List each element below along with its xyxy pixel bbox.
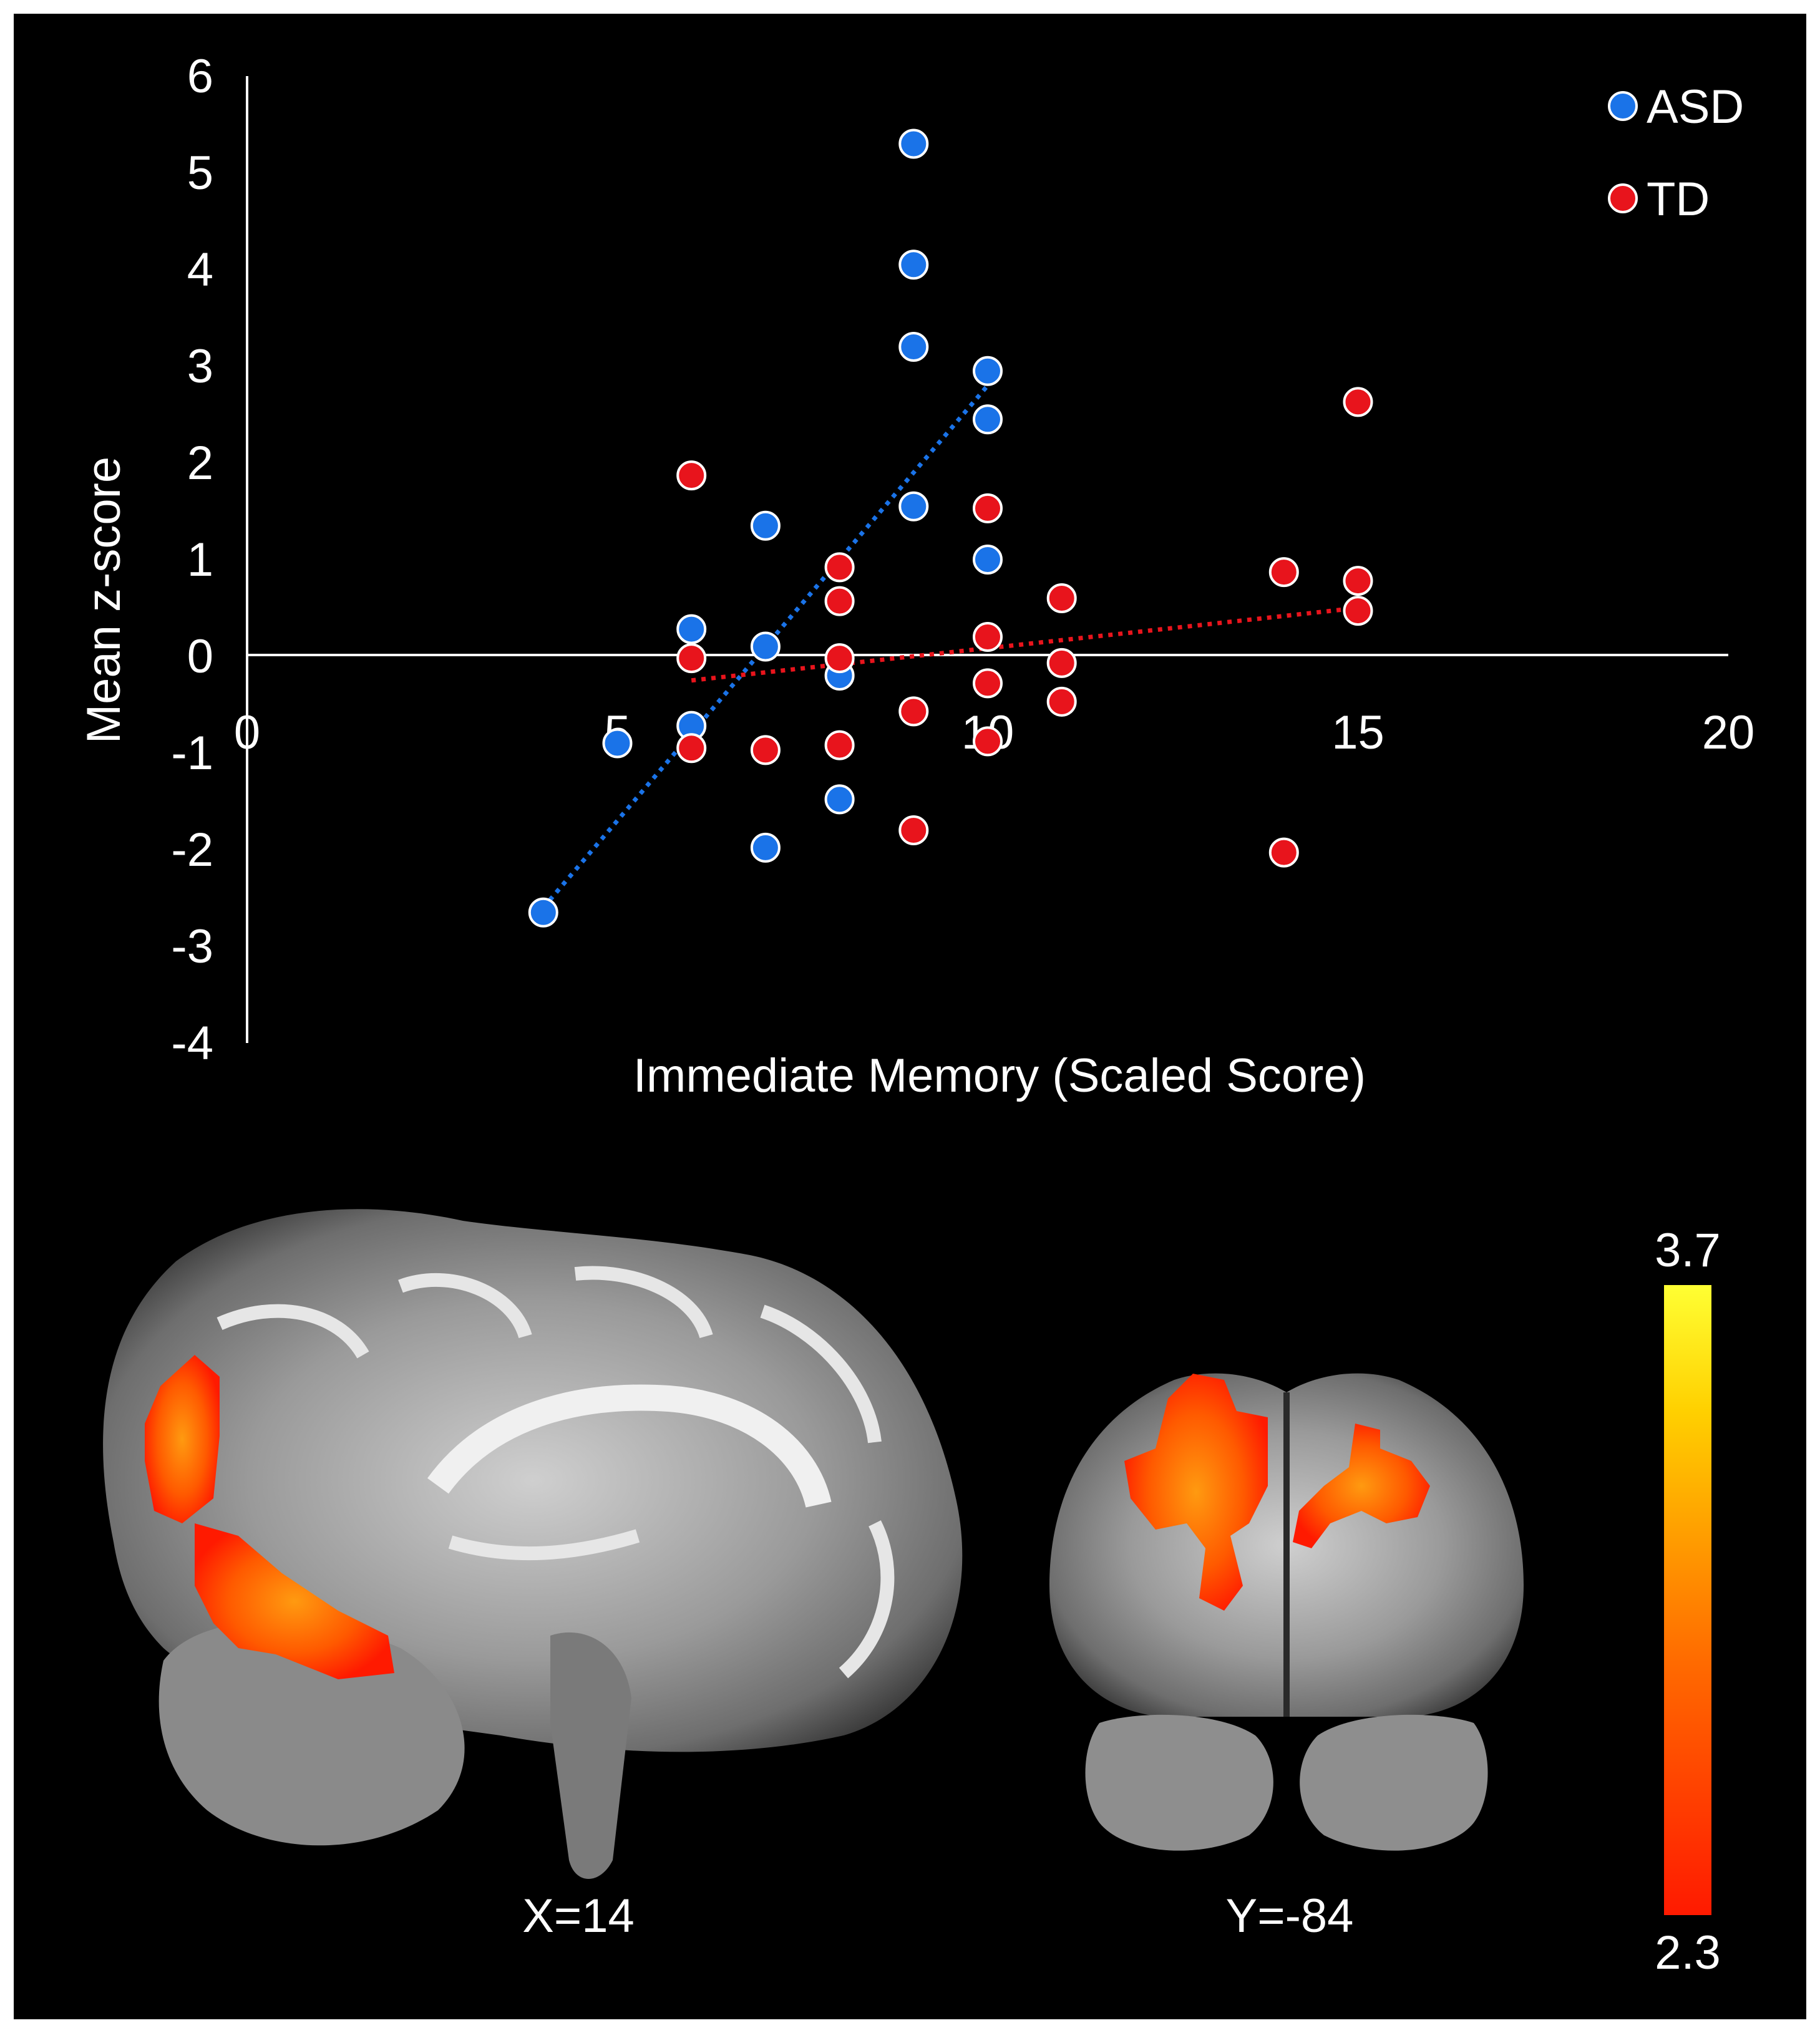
sagittal-activation-upper	[145, 1355, 220, 1523]
sagittal-corpus-callosum	[427, 1384, 832, 1508]
legend-marker-td	[1608, 183, 1638, 213]
legend-label-asd: ASD	[1647, 80, 1744, 133]
brain-panel: X=14 Y=-84 3.7 2.3	[103, 1209, 1721, 1979]
y-tick-label: 0	[187, 630, 213, 683]
data-point-td	[1343, 596, 1373, 626]
y-tick-label: 5	[187, 147, 213, 200]
data-point-td	[898, 696, 929, 727]
data-point-td	[1046, 686, 1077, 717]
data-point-td	[1268, 557, 1299, 588]
data-point-td	[676, 733, 707, 764]
data-point-asd	[750, 510, 781, 541]
coronal-activation-left	[1124, 1374, 1268, 1611]
data-point-asd	[973, 545, 1003, 575]
y-tick-label: -4	[171, 1017, 213, 1070]
data-points	[528, 129, 1373, 928]
legend-label-td: TD	[1647, 173, 1710, 226]
y-tick-label: 4	[187, 243, 213, 296]
data-point-td	[973, 668, 1003, 699]
data-point-asd	[898, 129, 929, 159]
data-point-asd	[973, 356, 1003, 386]
y-tick-label: -2	[171, 823, 213, 876]
sagittal-activation-lower	[195, 1523, 394, 1679]
sagittal-gyri	[217, 1266, 895, 1679]
coronal-coordinate-label: Y=-84	[1226, 1890, 1354, 1943]
data-point-td	[898, 815, 929, 845]
x-tick-label: 20	[1702, 706, 1755, 759]
data-point-td	[973, 493, 1003, 523]
y-tick-labels: 6 5 4 3 2 1 0 -1 -2 -3 -4	[171, 50, 213, 1070]
legend-marker-asd	[1608, 91, 1638, 121]
coronal-slice: Y=-84	[1049, 1373, 1524, 1943]
sagittal-slice: X=14	[103, 1209, 963, 1943]
data-point-asd	[602, 728, 633, 759]
colorbar: 3.7 2.3	[1655, 1224, 1721, 1979]
data-point-asd	[528, 897, 558, 928]
data-point-td	[1343, 387, 1373, 417]
coronal-activation-right	[1293, 1424, 1430, 1548]
data-point-asd	[973, 404, 1003, 435]
data-point-asd	[750, 832, 781, 863]
data-point-asd	[824, 784, 855, 815]
sagittal-brainstem	[550, 1632, 631, 1879]
data-point-td	[1046, 648, 1077, 678]
data-point-asd	[898, 250, 929, 280]
data-point-td	[676, 643, 707, 674]
x-tick-label: 0	[234, 706, 260, 759]
legend: ASD TD	[1608, 80, 1744, 226]
data-point-td	[1268, 837, 1299, 868]
data-point-td	[824, 586, 855, 616]
data-point-td	[824, 730, 855, 760]
sagittal-cerebellum	[158, 1621, 465, 1846]
data-point-td	[750, 735, 781, 765]
sagittal-coordinate-label: X=14	[522, 1890, 635, 1943]
y-tick-label: -3	[171, 920, 213, 973]
colorbar-max-label: 3.7	[1655, 1224, 1721, 1277]
colorbar-gradient	[1664, 1285, 1711, 1915]
data-point-td	[1046, 583, 1077, 613]
x-tick-label: 15	[1331, 706, 1384, 759]
y-axis-label: Mean z-score	[77, 457, 130, 744]
axes	[246, 76, 1728, 1043]
data-point-asd	[898, 491, 929, 522]
y-tick-label: 3	[187, 340, 213, 393]
data-point-asd	[898, 332, 929, 362]
data-point-td	[973, 622, 1003, 652]
data-point-td	[1343, 566, 1373, 596]
legend-entry-td: TD	[1608, 173, 1710, 226]
data-point-td	[676, 460, 707, 491]
data-point-asd	[750, 631, 781, 662]
y-tick-label: 6	[187, 50, 213, 103]
x-axis-label: Immediate Memory (Scaled Score)	[633, 1049, 1366, 1102]
data-point-td	[824, 552, 855, 583]
y-tick-label: -1	[171, 727, 213, 780]
y-tick-label: 1	[187, 533, 213, 586]
y-tick-label: 2	[187, 437, 213, 490]
coronal-cerebellum-left	[1085, 1714, 1273, 1851]
colorbar-min-label: 2.3	[1655, 1926, 1721, 1979]
data-point-asd	[676, 614, 707, 644]
trendline-td	[691, 606, 1358, 683]
data-point-td	[973, 726, 1003, 757]
data-point-td	[824, 643, 855, 674]
coronal-cerebellum-right	[1300, 1714, 1488, 1851]
legend-entry-asd: ASD	[1608, 80, 1744, 133]
